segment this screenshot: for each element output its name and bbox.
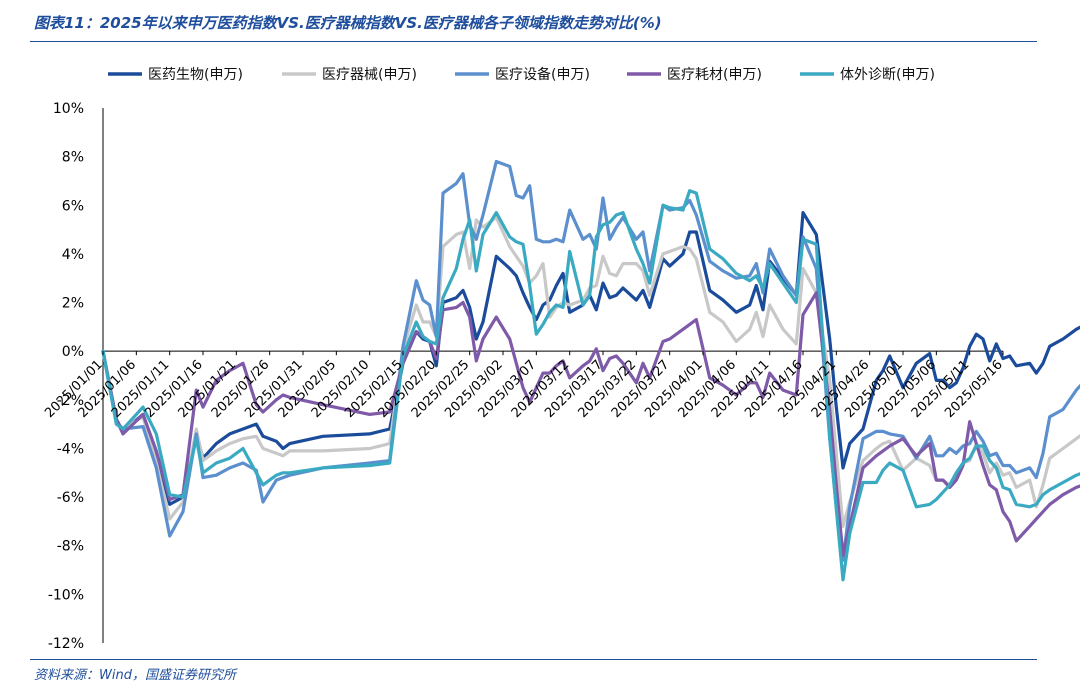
y-tick-label: 10% bbox=[53, 101, 84, 117]
series-line bbox=[101, 211, 1080, 506]
y-tick-label: 8% bbox=[62, 150, 84, 166]
y-tick-label: -10% bbox=[48, 587, 84, 603]
legend-label: 医药生物(申万) bbox=[148, 67, 243, 83]
series-line bbox=[101, 291, 1080, 558]
y-tick-label: 6% bbox=[62, 198, 84, 214]
series-line bbox=[101, 159, 1080, 562]
y-tick-label: -2% bbox=[57, 393, 84, 409]
legend-label: 体外诊断(申万) bbox=[840, 67, 935, 83]
y-tick-label: -12% bbox=[48, 636, 84, 652]
bottom-divider bbox=[30, 659, 1037, 660]
source-note: 资料来源：Wind，国盛证券研究所 bbox=[34, 668, 236, 683]
legend-label: 医疗设备(申万) bbox=[495, 66, 590, 83]
y-axis-ticks: 10% 8% 6% 4% 2% 0% -2% -4% -6% -8% -10% -12% bbox=[48, 101, 104, 652]
series-line bbox=[101, 215, 1080, 528]
legend: 医药生物(申万) 医疗器械(申万) 医疗设备(申万) 医疗耗材(申万) 体外诊断(申万) bbox=[108, 66, 935, 83]
legend-label: 医疗耗材(申万) bbox=[667, 67, 762, 83]
y-tick-label: 4% bbox=[62, 247, 84, 263]
y-tick-label: 0% bbox=[62, 344, 84, 360]
y-tick-label: 2% bbox=[62, 296, 84, 312]
series-line bbox=[101, 189, 1080, 582]
y-tick-label: -8% bbox=[57, 539, 84, 555]
figure-title: 图表11：2025年以来申万医药指数VS.医疗器械指数VS.医疗器械各子领域指数… bbox=[34, 14, 662, 32]
top-divider bbox=[30, 41, 1037, 42]
y-tick-label: -4% bbox=[57, 441, 84, 457]
legend-label: 医疗器械(申万) bbox=[322, 67, 417, 83]
series-lines bbox=[101, 159, 1080, 582]
y-tick-label: -6% bbox=[57, 490, 84, 506]
